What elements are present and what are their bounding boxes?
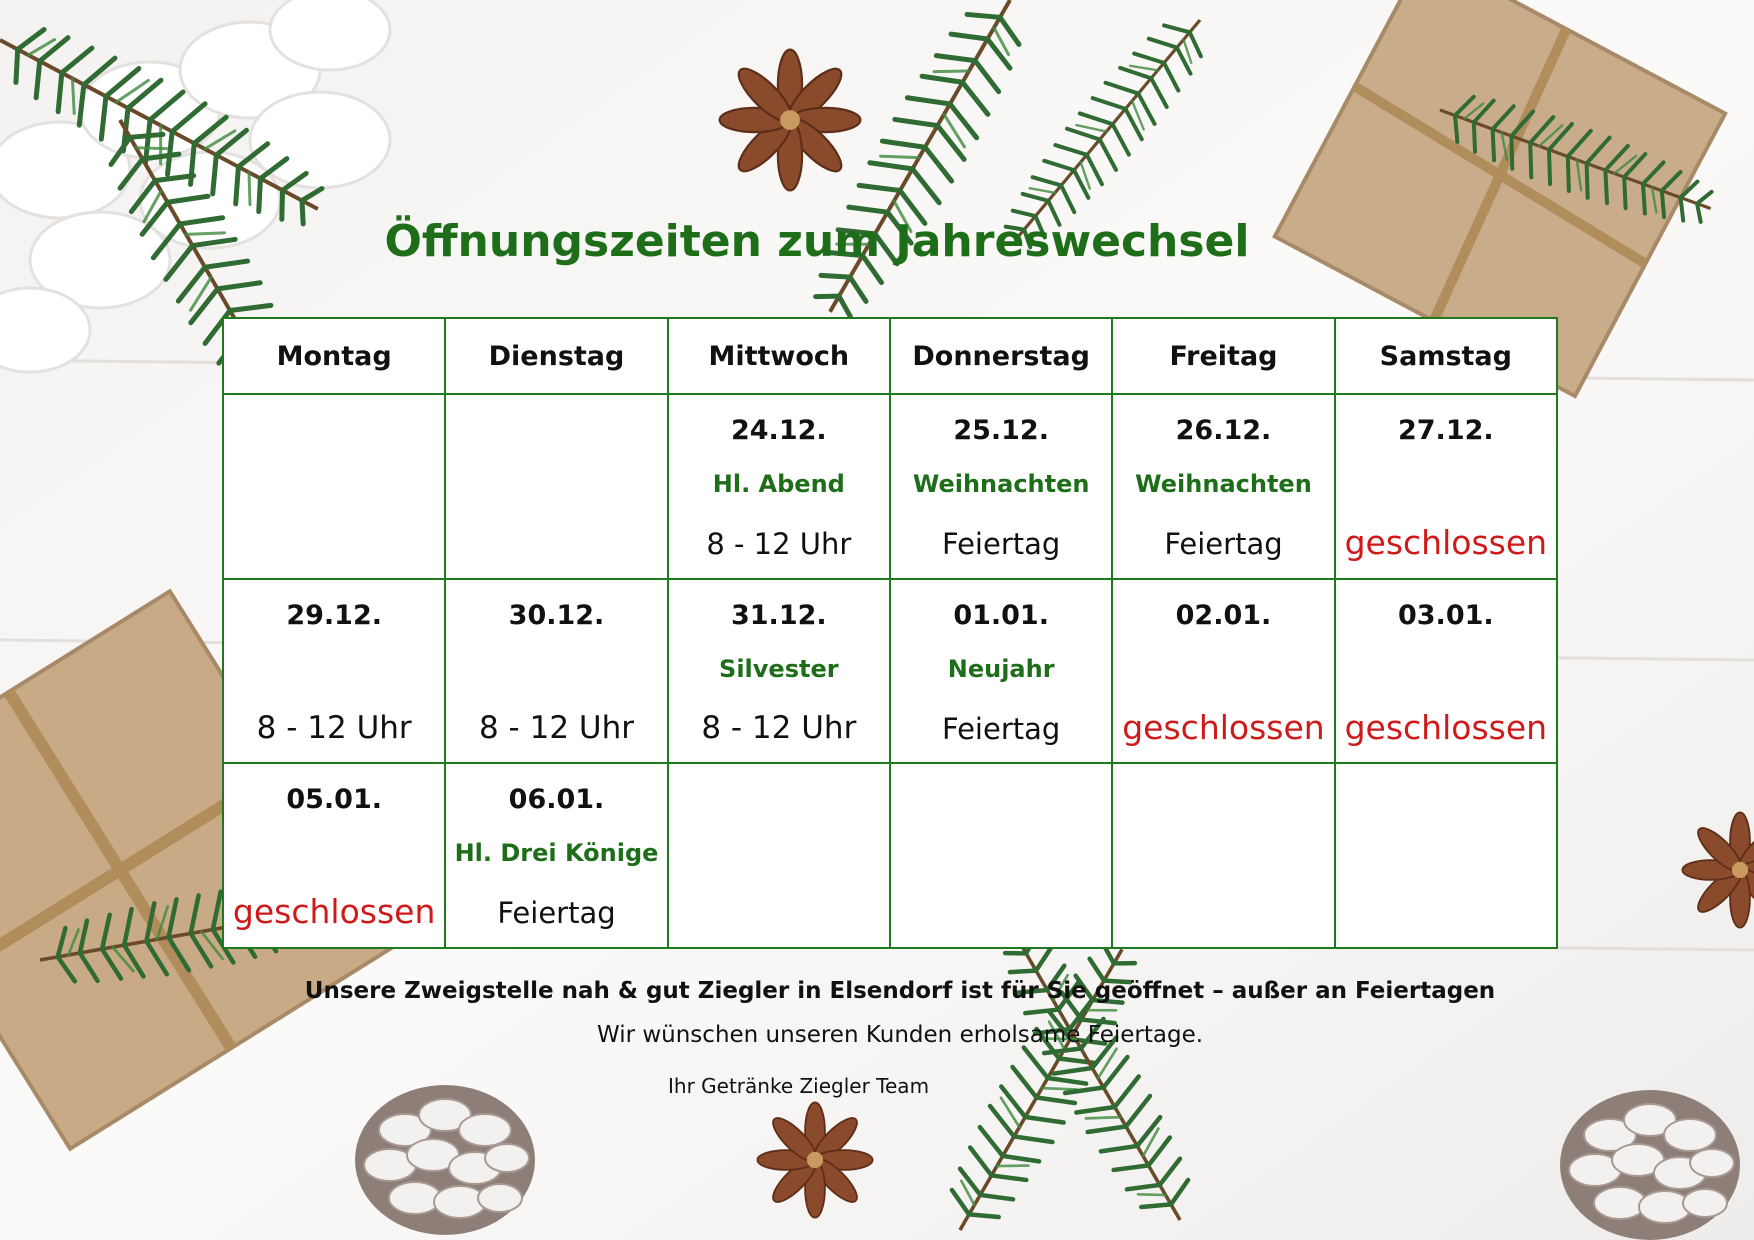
day-cell: 26.12. Weihnachten Feiertag	[1111, 393, 1336, 580]
day-cell: 25.12. Weihnachten Feiertag	[888, 393, 1114, 580]
signature: Ihr Getränke Ziegler Team	[668, 1074, 930, 1098]
day-closed: geschlossen	[1344, 523, 1548, 562]
day-hours: 8 - 12 Uhr	[706, 527, 852, 561]
day-closed: geschlossen	[1344, 707, 1548, 747]
day-date: 27.12.	[1397, 415, 1494, 446]
day-hours: 8 - 12 Uhr	[478, 709, 634, 746]
day-status: Feiertag	[941, 527, 1061, 561]
day-cell: 03.01. geschlossen	[1333, 577, 1559, 765]
week-row: 05.01. geschlossen 06.01. Hl. Drei König…	[221, 762, 1559, 949]
weekday-header-monday: Montag	[221, 317, 447, 395]
day-holiday: Neujahr	[947, 654, 1055, 683]
day-cell: 30.12. 8 - 12 Uhr	[444, 577, 669, 765]
day-hours: 8 - 12 Uhr	[256, 709, 412, 746]
opening-hours-table: Montag Dienstag Mittwoch Donnerstag Frei…	[221, 317, 1559, 949]
day-closed: geschlossen	[1122, 707, 1325, 747]
day-cell: 24.12. Hl. Abend 8 - 12 Uhr	[666, 393, 891, 580]
day-status: Feiertag	[497, 896, 616, 931]
day-date: 06.01.	[508, 784, 605, 816]
day-holiday: Hl. Abend	[712, 470, 845, 498]
day-closed: geschlossen	[232, 892, 436, 932]
day-date: 24.12.	[730, 415, 827, 446]
day-date: 26.12.	[1175, 415, 1272, 446]
day-date: 02.01.	[1175, 599, 1272, 631]
day-status: Feiertag	[941, 711, 1061, 746]
branch-note: Unsere Zweigstelle nah & gut Ziegler in …	[304, 978, 1496, 1004]
day-cell-empty	[1333, 762, 1559, 949]
day-cell-empty	[221, 393, 447, 580]
weekday-header-row: Montag Dienstag Mittwoch Donnerstag Frei…	[221, 317, 1559, 395]
week-row: 29.12. 8 - 12 Uhr 30.12. 8 - 12 Uhr 31.1…	[221, 577, 1559, 765]
day-cell: 29.12. 8 - 12 Uhr	[221, 577, 447, 765]
week-row: 24.12. Hl. Abend 8 - 12 Uhr 25.12. Weihn…	[221, 393, 1559, 580]
weekday-header-friday: Freitag	[1111, 317, 1336, 395]
day-date: 01.01.	[953, 599, 1049, 631]
day-date: 31.12.	[730, 599, 827, 631]
day-cell-empty	[1111, 762, 1336, 949]
day-cell: 27.12. geschlossen	[1333, 393, 1559, 580]
day-cell-empty	[444, 393, 669, 580]
day-cell: 02.01. geschlossen	[1111, 577, 1336, 765]
day-date: 03.01.	[1397, 599, 1494, 631]
day-cell-empty	[888, 762, 1114, 949]
weekday-header-thursday: Donnerstag	[888, 317, 1114, 395]
day-status: Feiertag	[1164, 527, 1283, 561]
day-holiday: Weihnachten	[912, 470, 1090, 498]
weekday-header-wednesday: Mittwoch	[666, 317, 891, 395]
day-holiday: Silvester	[719, 654, 839, 683]
weekday-header-tuesday: Dienstag	[444, 317, 669, 395]
day-cell: 31.12. Silvester 8 - 12 Uhr	[666, 577, 891, 765]
holiday-wish: Wir wünschen unseren Kunden erholsame Fe…	[596, 1022, 1204, 1048]
weekday-header-saturday: Samstag	[1333, 317, 1559, 395]
day-date: 29.12.	[286, 599, 382, 631]
day-hours: 8 - 12 Uhr	[701, 709, 857, 746]
day-holiday: Weihnachten	[1135, 470, 1312, 498]
day-holiday: Hl. Drei Könige	[454, 839, 659, 868]
day-cell-empty	[666, 762, 891, 949]
page-title: Öffnungszeiten zum Jahreswechsel	[384, 216, 1250, 267]
day-cell: 05.01. geschlossen	[221, 762, 447, 949]
day-date: 30.12.	[508, 599, 605, 631]
day-cell: 06.01. Hl. Drei Könige Feiertag	[444, 762, 669, 949]
day-date: 05.01.	[286, 784, 382, 816]
day-cell: 01.01. Neujahr Feiertag	[888, 577, 1114, 765]
day-date: 25.12.	[953, 415, 1049, 446]
